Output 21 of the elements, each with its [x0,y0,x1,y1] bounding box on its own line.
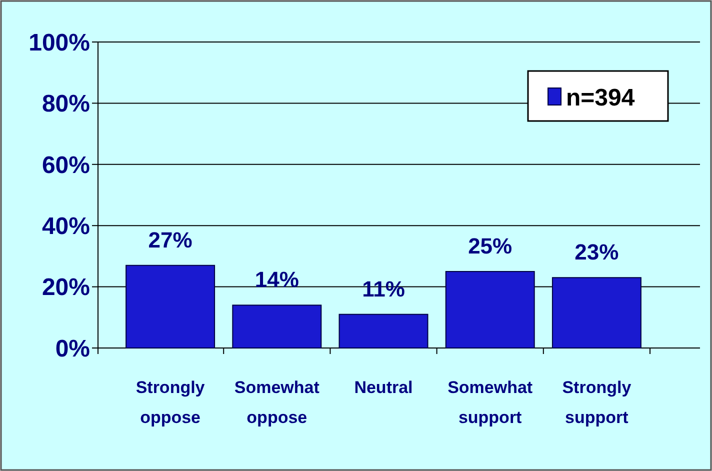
bar [126,264,216,348]
legend-label: n=394 [566,84,636,112]
bar [338,314,428,348]
x-tick-label: Strongly support [562,378,632,427]
x-tick-label: Somewhat oppose [234,378,320,427]
bar [445,271,535,348]
x-tick-label: Neutral [354,378,413,397]
text: 25% [468,234,512,258]
y-tick-label: 60% [42,152,90,179]
text: 14% [254,267,299,292]
text: 27% [148,227,192,252]
text: 23% [574,240,619,265]
bar [232,304,322,348]
y-tick-label: 100% [28,29,90,56]
y-tick-label: 0% [55,335,90,362]
bar [552,277,642,348]
y-tick-label: 80% [42,90,90,118]
x-tick-label: Strongly oppose [136,378,206,427]
y-tick-label: 40% [42,213,90,240]
y-tick-label: 20% [42,274,90,302]
x-tick-label: Somewhat support [448,378,533,427]
